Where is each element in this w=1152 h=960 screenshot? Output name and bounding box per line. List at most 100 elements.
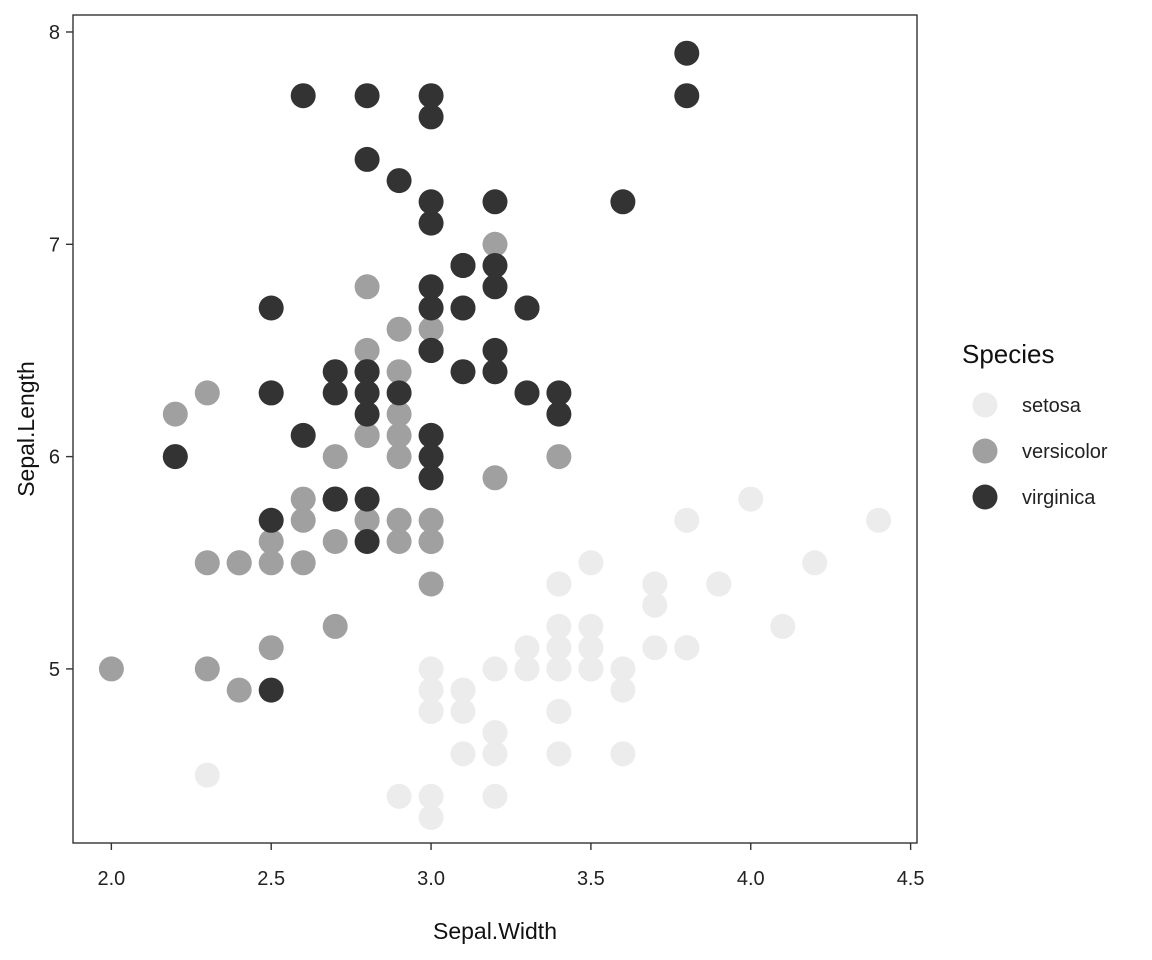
data-point-setosa-34: [450, 677, 476, 703]
data-point-versicolor-7: [226, 677, 252, 703]
data-point-versicolor-24: [386, 359, 412, 385]
data-point-setosa-16: [706, 571, 732, 597]
data-point-virginica-40: [450, 295, 476, 321]
data-point-virginica-27: [418, 422, 444, 448]
data-point-versicolor-19: [258, 529, 284, 554]
data-point-versicolor-42: [290, 486, 316, 512]
data-point-setosa-28: [546, 613, 572, 639]
data-point-virginica-33: [354, 380, 380, 406]
x-axis-title: Sepal.Width: [433, 918, 557, 944]
data-point-virginica-38: [418, 444, 444, 470]
data-point-versicolor-43: [194, 656, 220, 682]
data-point-virginica-30: [354, 146, 380, 172]
data-point-virginica-29: [418, 189, 444, 215]
y-tick-label: 7: [49, 234, 60, 256]
data-point-setosa-10: [642, 571, 668, 597]
data-point-virginica-21: [354, 529, 380, 554]
legend-label-versicolor: versicolor: [1022, 441, 1108, 463]
data-point-virginica-0: [514, 380, 540, 406]
data-point-setosa-31: [546, 571, 572, 597]
data-point-setosa-47: [482, 741, 508, 767]
data-point-versicolor-48: [258, 635, 284, 661]
data-point-virginica-15: [482, 359, 508, 385]
data-point-setosa-1: [418, 677, 444, 703]
data-point-versicolor-25: [418, 316, 444, 342]
y-tick-label: 6: [49, 447, 60, 469]
data-point-virginica-11: [322, 359, 348, 385]
data-point-versicolor-47: [386, 401, 412, 427]
data-point-virginica-10: [482, 337, 508, 363]
legend-key-setosa: [972, 392, 998, 418]
data-point-virginica-17: [674, 83, 700, 109]
plot-panel-border: [72, 14, 918, 844]
x-tick-label: 2.5: [257, 868, 285, 890]
data-point-versicolor-26: [354, 274, 380, 300]
data-point-setosa-43: [578, 656, 604, 682]
data-point-virginica-44: [514, 295, 540, 321]
data-point-versicolor-31: [226, 550, 252, 576]
data-point-setosa-32: [770, 613, 796, 639]
x-tick-label: 3.5: [577, 868, 605, 890]
x-tick-label: 3.0: [417, 868, 445, 890]
data-point-virginica-45: [418, 295, 444, 321]
data-point-setosa-23: [514, 635, 540, 661]
data-point-setosa-29: [482, 720, 508, 746]
data-point-virginica-14: [354, 486, 380, 512]
data-point-setosa-25: [418, 656, 444, 682]
data-point-virginica-32: [354, 359, 380, 385]
x-tick-label: 2.0: [97, 868, 125, 890]
data-point-versicolor-33: [322, 444, 348, 470]
data-point-setosa-22: [610, 741, 636, 767]
data-point-virginica-8: [258, 295, 284, 321]
data-point-virginica-19: [162, 444, 188, 470]
y-tick-label: 8: [49, 22, 60, 44]
y-axis: 5 6 7 8: [49, 22, 73, 681]
data-point-virginica-6: [258, 677, 284, 703]
data-point-versicolor-14: [386, 529, 412, 554]
data-point-setosa-45: [418, 698, 444, 724]
data-point-setosa-21: [642, 635, 668, 661]
data-point-setosa-3: [450, 741, 476, 767]
data-point-virginica-22: [354, 83, 380, 109]
data-point-virginica-18: [290, 83, 316, 109]
data-point-virginica-35: [418, 83, 444, 109]
data-point-virginica-12: [418, 274, 444, 300]
data-point-versicolor-0: [482, 231, 508, 257]
data-point-setosa-38: [418, 783, 444, 809]
legend-items: setosa versicolor virginica: [972, 392, 1108, 510]
data-point-virginica-31: [674, 40, 700, 66]
data-point-versicolor-35: [546, 444, 572, 470]
legend: Species setosa versicolor virginica: [962, 339, 1108, 510]
data-point-virginica-41: [450, 253, 476, 278]
data-point-virginica-49: [418, 465, 444, 491]
data-point-virginica-37: [450, 359, 476, 385]
data-point-virginica-2: [418, 210, 444, 236]
data-point-versicolor-9: [322, 613, 348, 639]
data-point-setosa-14: [738, 486, 764, 512]
data-point-setosa-24: [546, 698, 572, 724]
data-point-versicolor-3: [194, 550, 220, 576]
data-point-setosa-6: [546, 741, 572, 767]
legend-title: Species: [962, 339, 1055, 369]
data-point-virginica-7: [386, 168, 412, 194]
data-point-setosa-49: [514, 656, 540, 682]
x-axis: 2.0 2.5 3.0 3.5 4.0 4.5: [97, 843, 925, 890]
data-point-versicolor-18: [162, 401, 188, 427]
data-point-versicolor-45: [418, 507, 444, 533]
legend-label-virginica: virginica: [1022, 487, 1096, 509]
data-point-versicolor-8: [386, 316, 412, 342]
data-point-versicolor-10: [98, 656, 124, 682]
data-point-versicolor-46: [386, 507, 412, 533]
data-point-versicolor-49: [354, 507, 380, 533]
data-point-virginica-47: [418, 337, 444, 363]
data-point-setosa-4: [610, 656, 636, 682]
data-point-setosa-18: [674, 507, 700, 533]
data-point-versicolor-34: [418, 571, 444, 597]
data-point-virginica-5: [418, 104, 444, 130]
data-point-virginica-34: [290, 422, 316, 448]
legend-key-versicolor: [972, 438, 998, 464]
data-point-setosa-42: [482, 783, 508, 809]
data-point-setosa-48: [642, 592, 668, 618]
data-point-versicolor-44: [322, 529, 348, 554]
